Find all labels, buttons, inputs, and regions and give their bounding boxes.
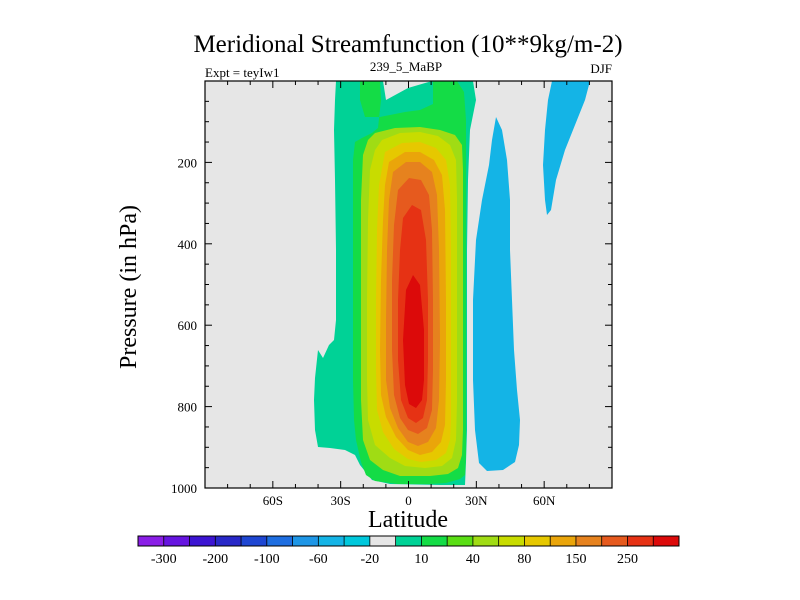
colorbar-swatch — [653, 536, 680, 546]
colorbar-swatch — [395, 536, 422, 546]
colorbar-swatch — [498, 536, 525, 546]
x-tick-label: 0 — [405, 493, 412, 508]
x-axis-title: Latitude — [368, 507, 448, 533]
colorbar-swatch — [163, 536, 190, 546]
colorbar-label: 250 — [617, 552, 638, 567]
colorbar-swatch — [447, 536, 474, 546]
run-label: 239_5_MaBP — [370, 59, 442, 74]
colorbar-swatch — [627, 536, 654, 546]
colorbar-label: -20 — [361, 552, 380, 567]
axis-tick-labels: 60S 30S 0 30N 60N 200 400 600 800 1000 — [171, 155, 556, 508]
colorbar-label: -60 — [309, 552, 328, 567]
contour-fill-level-neg20-nh — [473, 117, 520, 471]
colorbar-swatch — [472, 536, 499, 546]
colorbar-swatch — [601, 536, 628, 546]
colorbar-frame — [137, 535, 680, 547]
colorbar-swatch — [344, 536, 371, 546]
x-tick-label: 30N — [465, 493, 488, 508]
colorbar-swatch — [318, 536, 345, 546]
colorbar-label: -100 — [254, 552, 280, 567]
contour-fill-level-250 — [403, 275, 424, 408]
colorbar-swatch — [550, 536, 577, 546]
y-tick-label: 1000 — [171, 481, 197, 496]
y-tick-label: 400 — [178, 237, 198, 252]
colorbar-swatch — [138, 536, 165, 546]
experiment-label: Expt = teyIw1 — [205, 65, 279, 80]
colorbar-swatch — [524, 536, 551, 546]
plot-area — [204, 80, 613, 489]
y-tick-label: 600 — [178, 318, 198, 333]
contour-fill-level-neg20-hl — [543, 81, 590, 215]
colorbar-swatch — [369, 536, 396, 546]
colorbar-label: 80 — [517, 552, 531, 567]
colorbar-swatch — [189, 536, 216, 546]
x-tick-label: 30S — [331, 493, 351, 508]
x-tick-label: 60S — [263, 493, 283, 508]
contour-fills — [314, 81, 590, 485]
x-tick-label: 60N — [533, 493, 556, 508]
chart-title: Meridional Streamfunction (10**9kg/m-2) — [193, 31, 622, 58]
season-label: DJF — [590, 61, 612, 76]
colorbar-swatch — [241, 536, 268, 546]
colorbar-label: 40 — [466, 552, 480, 567]
colorbar-label: -300 — [151, 552, 177, 567]
colorbar-label: -200 — [202, 552, 228, 567]
colorbar-labels: -300 -200 -100 -60 -20 10 40 80 150 250 — [151, 552, 638, 567]
colorbar-label: 150 — [565, 552, 586, 567]
colorbar-swatch — [292, 536, 319, 546]
y-tick-label: 800 — [178, 400, 198, 415]
axis-ticks — [205, 81, 612, 489]
y-tick-label: 200 — [178, 155, 198, 170]
y-axis-title: Pressure (in hPa) — [116, 205, 142, 369]
colorbar — [137, 535, 680, 547]
colorbar-swatch — [421, 536, 448, 546]
colorbar-swatch — [575, 536, 603, 546]
colorbar-label: 10 — [414, 552, 428, 567]
colorbar-swatch — [266, 536, 293, 546]
colorbar-swatch — [215, 536, 242, 546]
